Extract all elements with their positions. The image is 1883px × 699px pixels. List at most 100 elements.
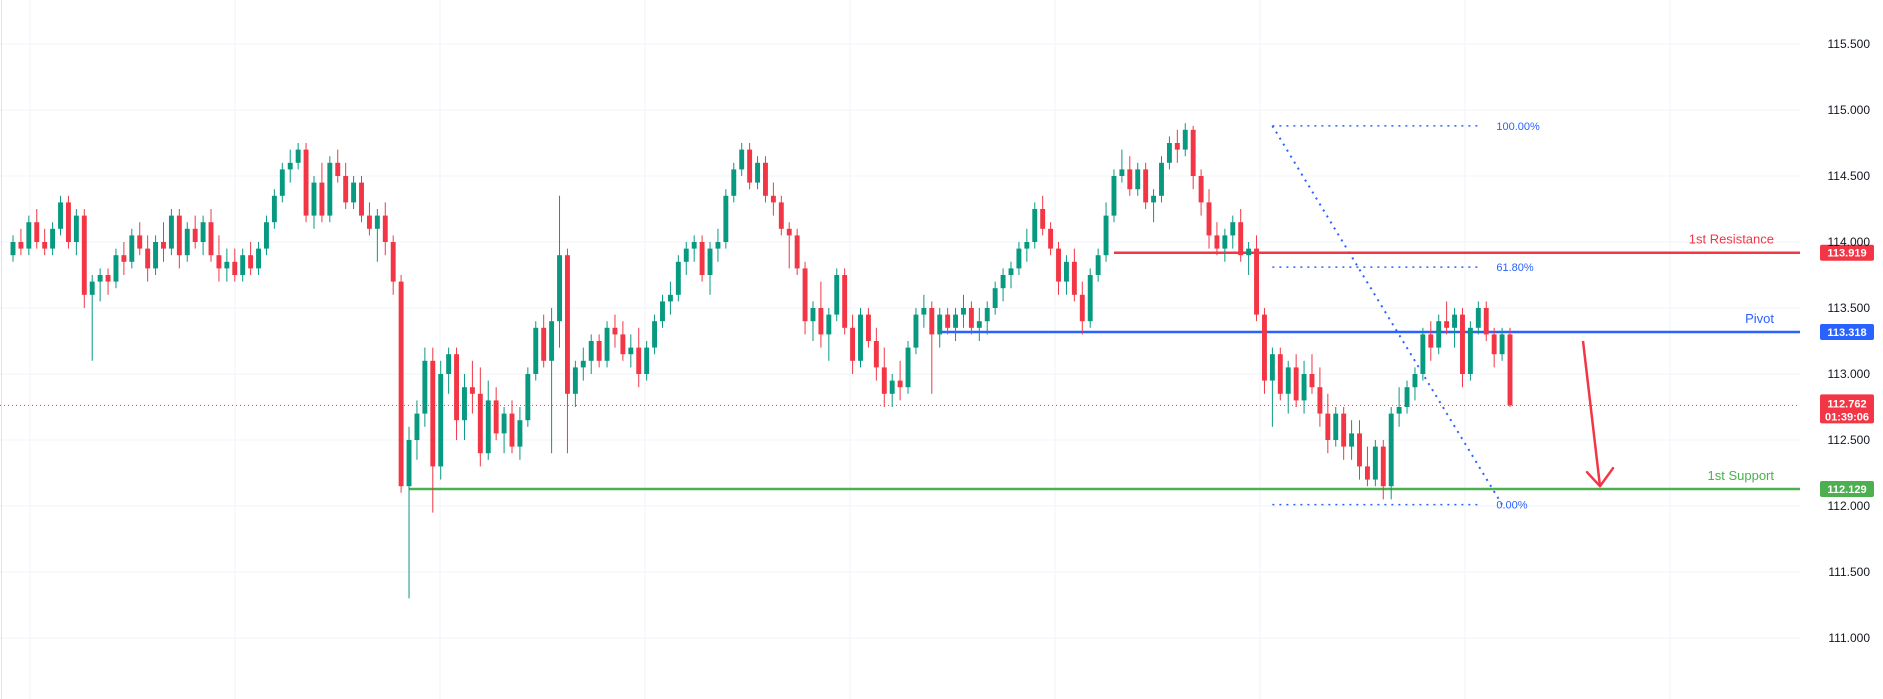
candle — [105, 268, 111, 295]
candle — [533, 321, 539, 381]
candle — [1452, 308, 1458, 348]
projection-arrow-shaft — [1581, 340, 1602, 487]
candle — [778, 195, 784, 236]
candle — [1388, 407, 1394, 500]
candle-body — [1404, 387, 1410, 407]
candle-body — [303, 149, 309, 216]
candle — [660, 294, 665, 328]
candle-body — [660, 301, 665, 322]
candle-body — [1396, 407, 1402, 414]
candle — [1198, 169, 1204, 216]
candle-body — [34, 222, 40, 242]
candle — [1372, 440, 1378, 487]
candle-body — [42, 242, 48, 249]
candle — [675, 255, 681, 302]
candle — [1135, 162, 1141, 196]
candle — [264, 215, 269, 256]
candle-body — [810, 308, 816, 322]
candle-body — [1230, 222, 1236, 236]
candle-body — [1135, 169, 1141, 190]
candle — [303, 143, 309, 223]
candle-body — [1254, 248, 1259, 315]
candle — [327, 156, 333, 223]
candle — [786, 222, 792, 269]
candle — [1063, 255, 1069, 295]
candle-body — [81, 215, 87, 295]
candle-body — [913, 314, 919, 348]
candle — [1127, 156, 1133, 196]
candle-body — [168, 215, 174, 249]
candle-body — [739, 149, 745, 170]
candle — [1079, 281, 1085, 335]
candle-body — [794, 235, 800, 269]
candle — [1262, 308, 1267, 394]
candle-body — [1467, 327, 1473, 374]
candle-body — [295, 149, 301, 163]
candle-body — [113, 255, 119, 282]
candle-body — [1143, 169, 1149, 203]
candle — [1119, 149, 1125, 183]
candle — [279, 162, 285, 203]
candle-body — [1452, 314, 1458, 328]
pivot-price-tag[interactable] — [1820, 324, 1874, 341]
candle-body — [1301, 374, 1307, 401]
1st-support-price-tag[interactable] — [1820, 480, 1874, 497]
1st-resistance-price-tag[interactable] — [1820, 244, 1874, 261]
candle — [1174, 129, 1180, 163]
candle-body — [398, 281, 404, 487]
price-levels[interactable]: 1st Resistance 113.919 Pivot 113.318 1st Sup… — [409, 232, 1874, 497]
candle — [113, 248, 119, 289]
candle-body — [937, 314, 943, 335]
candle-body — [652, 321, 658, 348]
candle-body — [105, 275, 111, 282]
candle-body — [1388, 413, 1394, 487]
candle-body — [1491, 334, 1497, 355]
candle-body — [842, 275, 848, 328]
candle — [1151, 189, 1157, 223]
candle — [374, 209, 380, 262]
candle-body — [1317, 387, 1323, 414]
y-tick-label: 112.500 — [1828, 433, 1871, 447]
candle — [968, 301, 974, 335]
candle — [1333, 407, 1339, 447]
candle-body — [1119, 169, 1125, 176]
candle-body — [430, 360, 436, 467]
candle — [477, 367, 483, 467]
candle — [1420, 327, 1426, 381]
candle-body — [858, 314, 863, 361]
candle — [1206, 189, 1212, 249]
fibonacci-retracement[interactable]: 100.00% 61.80% 0.00% — [1271, 121, 1540, 512]
candle-body — [596, 341, 602, 361]
candle-body — [161, 242, 166, 249]
1st-resistance-price-tag-text: 113.919 — [1827, 248, 1866, 260]
fib-level-label: 61.80% — [1496, 262, 1534, 274]
candle-body — [1079, 294, 1085, 322]
y-tick-label: 111.000 — [1828, 631, 1870, 645]
candle-body — [1277, 354, 1283, 394]
candle-body — [97, 275, 103, 282]
candle — [240, 248, 246, 282]
candle — [976, 308, 982, 341]
candle-body — [1190, 129, 1196, 176]
candle-body — [1262, 314, 1267, 381]
candle-body — [1206, 202, 1212, 236]
candle-body — [1246, 248, 1252, 256]
candle-body — [208, 222, 214, 256]
candle-body — [121, 255, 127, 262]
candle-body — [319, 182, 325, 216]
candle-body — [1309, 374, 1315, 388]
candle — [747, 143, 753, 190]
y-tick-label: 114.500 — [1828, 169, 1871, 183]
fib-trend-line[interactable] — [1271, 125, 1503, 506]
candle-body — [1357, 433, 1362, 467]
candle-body — [770, 195, 776, 203]
price-axis[interactable]: 115.500 115.000 114.500 114.000 113.500 113.0… — [1828, 37, 1871, 645]
candle — [414, 400, 420, 460]
candle — [121, 242, 127, 275]
candle-body — [454, 354, 460, 421]
projection-arrow-head — [1585, 466, 1615, 488]
candle — [351, 176, 357, 209]
candle — [1444, 301, 1450, 335]
